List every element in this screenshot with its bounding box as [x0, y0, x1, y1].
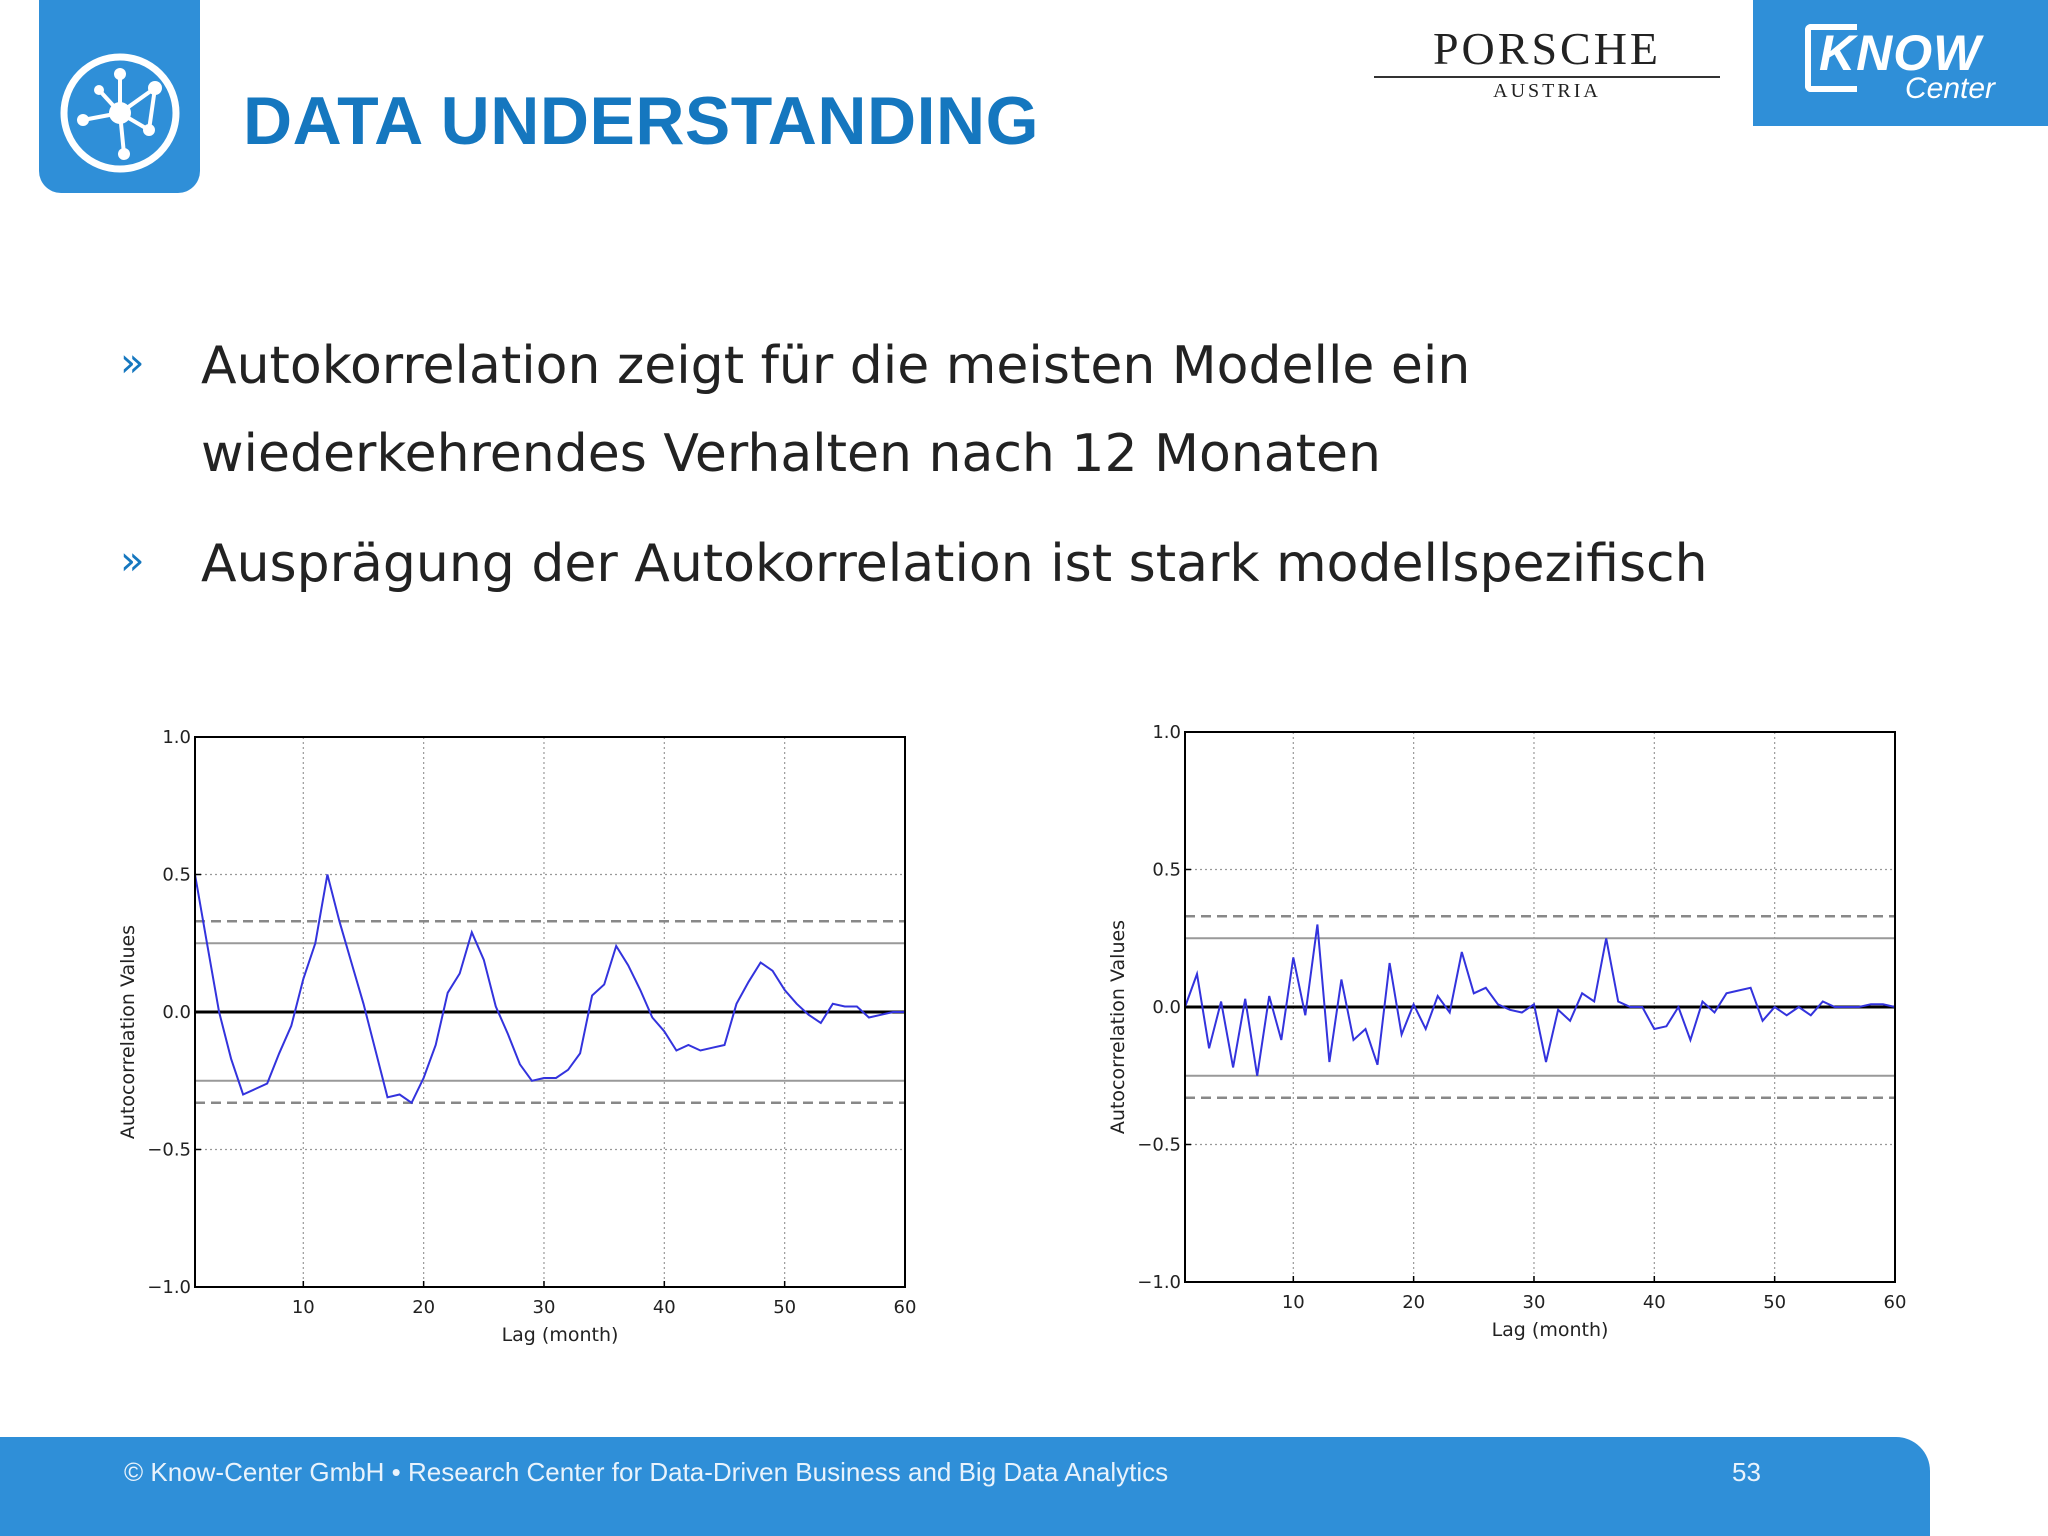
footer-bar: © Know-Center GmbH • Research Center for…	[0, 1437, 1930, 1536]
bullet-item: » Ausprägung der Autokorrelation ist sta…	[120, 520, 1920, 608]
autocorrelation-series-line	[194, 874, 905, 1105]
page-number: 53	[1732, 1457, 1761, 1487]
x-tick-label: 40	[1643, 1292, 1666, 1313]
know-logo-sub: Center	[1905, 72, 1996, 105]
y-tick-label: 0.0	[1152, 997, 1181, 1018]
x-tick-label: 50	[773, 1297, 796, 1318]
network-icon	[60, 53, 180, 173]
autocorrelation-plot-right: 10 20 30 40 50 60 1.0 0.5 0.0 −0.5 −1.0 Lag (month)…	[1107, 722, 1907, 1341]
know-center-logo: KNOW Center	[1753, 0, 2048, 126]
network-badge	[39, 0, 200, 193]
x-tick-label: 40	[653, 1297, 676, 1318]
y-tick-label: −0.5	[1137, 1135, 1181, 1156]
y-tick-label: −1.0	[1137, 1272, 1181, 1293]
autocorrelation-plot-left: 10 20 30 40 50 60 1.0 0.5 0.0 −0.5 −1.0 Lag (month)…	[117, 727, 917, 1346]
x-tick-label: 60	[1884, 1292, 1907, 1313]
y-axis-label: Autocorrelation Values	[1107, 920, 1129, 1134]
bullet-text: Ausprägung der Autokorrelation ist stark…	[201, 534, 1708, 594]
y-tick-label: 1.0	[162, 727, 191, 748]
bullet-item: » Autokorrelation zeigt für die meisten …	[120, 322, 1920, 498]
know-logo-bracket	[1805, 24, 1857, 92]
bullet-list: » Autokorrelation zeigt für die meisten …	[120, 322, 1920, 630]
y-tick-label: −1.0	[147, 1277, 191, 1298]
footer-copyright: © Know-Center GmbH • Research Center for…	[124, 1457, 1169, 1487]
x-tick-label: 50	[1763, 1292, 1786, 1313]
x-tick-label: 20	[412, 1297, 435, 1318]
porsche-logo-rule	[1374, 76, 1720, 78]
x-axis-label: Lag (month)	[502, 1324, 619, 1346]
x-tick-label: 30	[1523, 1292, 1546, 1313]
autocorrelation-chart-left: 10 20 30 40 50 60 1.0 0.5 0.0 −0.5 −1.0 Lag (month)…	[108, 715, 938, 1355]
x-tick-label: 10	[1282, 1292, 1305, 1313]
y-axis-label: Autocorrelation Values	[117, 925, 139, 1139]
porsche-austria-logo: PORSCHE AUSTRIA	[1372, 22, 1722, 108]
x-tick-label: 60	[894, 1297, 917, 1318]
y-tick-label: 0.5	[1152, 860, 1181, 881]
know-logo-word: KNOW	[1819, 25, 1982, 81]
bullet-marker-icon: »	[120, 538, 145, 584]
bullet-text: Autokorrelation zeigt für die meisten Mo…	[201, 336, 1471, 484]
autocorrelation-series-line	[1184, 924, 1896, 1076]
y-tick-label: 0.5	[162, 865, 191, 886]
porsche-logo-sub: AUSTRIA	[1493, 80, 1601, 102]
autocorrelation-chart-right: 10 20 30 40 50 60 1.0 0.5 0.0 −0.5 −1.0 Lag (month)…	[1098, 710, 1928, 1350]
bullet-marker-icon: »	[120, 340, 145, 386]
page-title: DATA UNDERSTANDING	[243, 83, 1039, 159]
y-tick-label: 0.0	[162, 1002, 191, 1023]
y-tick-label: 1.0	[1152, 722, 1181, 743]
x-tick-label: 30	[533, 1297, 556, 1318]
porsche-logo-word: PORSCHE	[1432, 23, 1662, 74]
x-tick-label: 20	[1402, 1292, 1425, 1313]
x-tick-label: 10	[292, 1297, 315, 1318]
x-axis-label: Lag (month)	[1492, 1319, 1609, 1341]
y-tick-label: −0.5	[147, 1140, 191, 1161]
